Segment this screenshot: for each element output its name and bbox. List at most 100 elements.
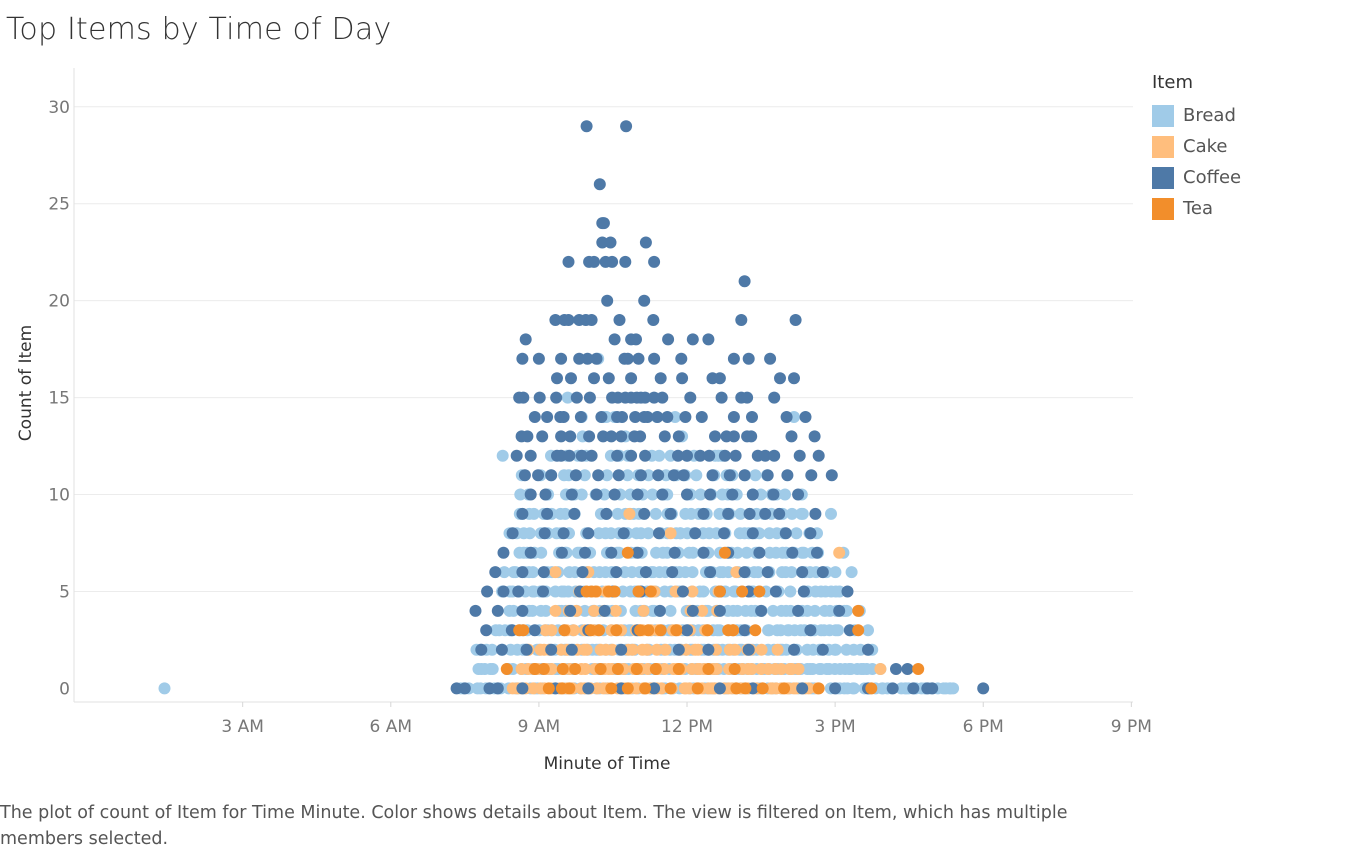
chart-caption: The plot of count of Item for Time Minut… xyxy=(0,803,1068,849)
point-coffee xyxy=(565,643,578,656)
point-coffee xyxy=(516,507,529,520)
point-coffee xyxy=(715,391,728,404)
point-coffee xyxy=(738,624,751,637)
legend-label: Cake xyxy=(1183,136,1228,157)
point-bread xyxy=(621,469,634,482)
point-coffee xyxy=(625,449,638,462)
point-tea xyxy=(812,682,825,695)
point-cake xyxy=(833,546,846,559)
point-coffee xyxy=(816,566,829,579)
point-coffee xyxy=(886,682,899,695)
point-bread xyxy=(848,682,860,695)
point-coffee xyxy=(557,411,570,423)
legend-label: Tea xyxy=(1183,198,1214,219)
legend-label: Coffee xyxy=(1183,167,1242,188)
point-coffee xyxy=(718,449,731,462)
point-coffee xyxy=(590,352,603,365)
point-tea xyxy=(736,585,749,598)
point-tea xyxy=(537,663,550,675)
point-tea xyxy=(621,682,634,695)
point-coffee xyxy=(811,546,823,559)
point-coffee xyxy=(890,663,902,675)
point-coffee xyxy=(569,469,582,482)
point-coffee xyxy=(753,546,766,559)
point-coffee xyxy=(805,469,818,482)
point-coffee xyxy=(741,391,754,404)
point-coffee xyxy=(533,391,546,404)
point-coffee xyxy=(541,411,554,423)
point-tea xyxy=(632,585,645,598)
point-bread xyxy=(740,546,753,559)
point-coffee xyxy=(555,449,568,462)
point-cake xyxy=(545,624,558,637)
point-cake xyxy=(567,624,580,637)
legend-swatch xyxy=(1152,197,1174,220)
point-coffee xyxy=(521,430,534,443)
point-coffee xyxy=(634,430,647,443)
point-coffee xyxy=(686,333,699,346)
point-coffee xyxy=(551,372,563,385)
point-coffee xyxy=(788,372,800,385)
legend-item-coffee[interactable]: Coffee xyxy=(1152,162,1241,193)
point-coffee xyxy=(653,527,665,540)
point-coffee xyxy=(781,469,794,482)
point-coffee xyxy=(672,430,685,443)
legend-item-bread[interactable]: Bread xyxy=(1152,100,1241,131)
point-coffee xyxy=(568,507,581,520)
axes: 0 5 10 15 20 25 30 3 AM 6 AM 9 AM 12 PM 3 PM 6 PM 9 P… xyxy=(48,68,1152,737)
point-coffee xyxy=(564,604,577,617)
legend-swatch xyxy=(1152,135,1174,158)
point-coffee xyxy=(706,469,719,482)
point-coffee xyxy=(610,566,623,579)
point-bread xyxy=(578,604,591,617)
point-coffee xyxy=(608,488,621,501)
chart-title: Top Items by Time of Day xyxy=(6,12,392,47)
point-coffee xyxy=(510,449,523,462)
point-coffee xyxy=(528,624,541,637)
point-coffee xyxy=(735,314,748,326)
point-coffee xyxy=(676,585,689,598)
point-tea xyxy=(739,682,752,695)
point-coffee xyxy=(746,411,758,423)
point-cake xyxy=(775,663,788,675)
point-coffee xyxy=(583,391,596,404)
point-coffee xyxy=(672,449,684,462)
legend-item-cake[interactable]: Cake xyxy=(1152,131,1241,162)
legend-item-tea[interactable]: Tea xyxy=(1152,193,1241,224)
point-coffee xyxy=(841,585,854,598)
point-cake xyxy=(641,643,653,656)
point-coffee xyxy=(788,643,800,656)
point-coffee xyxy=(702,333,715,346)
point-coffee xyxy=(793,449,806,462)
point-coffee xyxy=(662,333,675,346)
point-coffee xyxy=(597,217,610,230)
point-bread xyxy=(674,527,687,540)
point-coffee xyxy=(785,430,798,443)
point-coffee xyxy=(495,643,508,656)
point-bread xyxy=(690,469,703,482)
point-coffee xyxy=(516,352,529,365)
point-coffee xyxy=(518,469,531,482)
point-coffee xyxy=(808,430,821,443)
point-coffee xyxy=(634,469,647,482)
point-coffee xyxy=(597,430,610,443)
point-bread xyxy=(694,488,707,501)
point-tea xyxy=(912,663,925,675)
point-coffee xyxy=(667,469,680,482)
point-tea xyxy=(756,682,769,695)
point-coffee xyxy=(615,430,628,443)
point-tea xyxy=(852,604,865,617)
point-tea xyxy=(608,585,621,598)
point-cake xyxy=(659,643,672,656)
point-tea xyxy=(865,682,878,695)
point-coffee xyxy=(679,411,692,423)
point-coffee xyxy=(638,294,651,307)
point-coffee xyxy=(481,585,494,598)
point-coffee xyxy=(804,527,817,540)
point-cake xyxy=(650,643,663,656)
point-bread xyxy=(785,566,798,579)
point-coffee xyxy=(768,391,781,404)
point-coffee xyxy=(901,663,914,675)
point-coffee xyxy=(582,527,595,540)
point-coffee xyxy=(617,527,630,540)
